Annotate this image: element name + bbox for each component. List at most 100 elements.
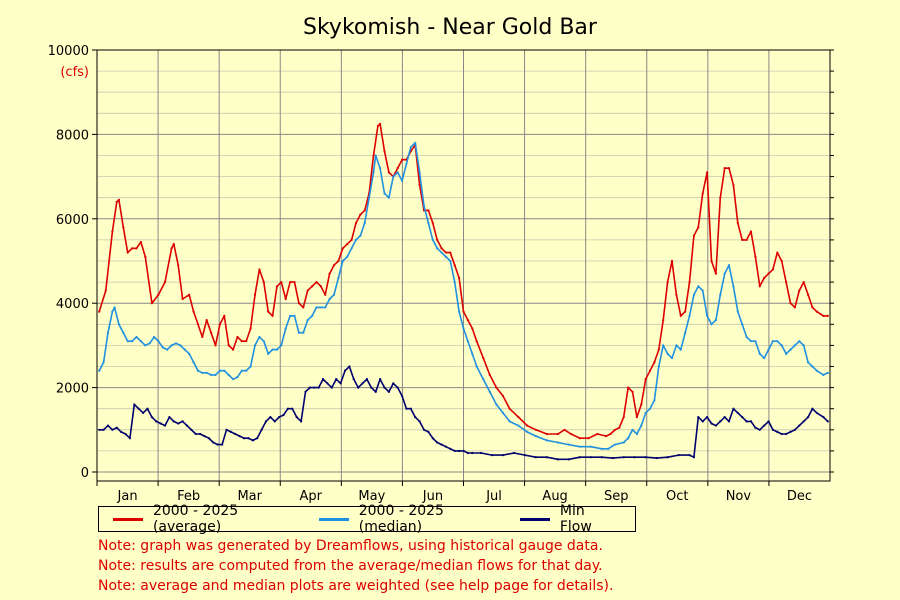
y-tick-label: 10000	[48, 44, 89, 59]
data-point	[679, 348, 682, 351]
data-point	[363, 209, 366, 212]
data-point	[117, 198, 121, 201]
data-point	[578, 437, 581, 440]
data-point	[622, 456, 625, 459]
data-point	[422, 205, 426, 208]
data-point	[242, 437, 246, 440]
data-point	[780, 344, 783, 347]
data-point	[278, 416, 281, 419]
data-point	[534, 428, 538, 431]
data-point	[758, 428, 761, 431]
data-point	[319, 285, 322, 288]
data-point	[335, 378, 338, 381]
data-point	[368, 196, 371, 199]
data-point	[701, 420, 704, 423]
data-point	[697, 226, 700, 229]
data-point	[684, 310, 687, 313]
data-point	[736, 310, 739, 313]
data-point	[359, 213, 362, 216]
data-point	[611, 456, 614, 460]
y-tick-label: 4000	[56, 297, 89, 312]
data-point	[383, 150, 386, 153]
data-point	[622, 441, 625, 444]
data-point	[719, 196, 722, 199]
data-point	[758, 285, 761, 288]
data-point	[205, 371, 208, 374]
data-point	[692, 456, 696, 459]
data-point	[387, 390, 390, 393]
data-point	[556, 441, 559, 444]
data-point	[526, 430, 529, 434]
data-point	[383, 192, 386, 195]
data-point	[414, 141, 417, 144]
x-tick-label: Dec	[787, 489, 812, 504]
notes: Note: graph was generated by Dreamflows,…	[98, 536, 613, 596]
data-point	[418, 420, 421, 423]
data-point	[655, 456, 658, 460]
data-point	[251, 439, 254, 442]
data-point	[231, 378, 235, 381]
data-point	[238, 435, 241, 438]
data-point	[754, 340, 757, 343]
data-point	[282, 413, 285, 417]
data-point	[201, 335, 204, 339]
data-point	[357, 386, 360, 389]
data-point	[458, 449, 461, 452]
x-tick-label: Jul	[485, 489, 502, 504]
data-point	[346, 255, 349, 258]
data-point	[475, 340, 478, 343]
data-point	[767, 420, 770, 423]
data-point	[267, 310, 270, 313]
data-point	[354, 238, 358, 241]
grid	[97, 49, 830, 481]
data-point	[374, 154, 377, 157]
data-point	[295, 416, 298, 419]
data-point	[414, 416, 417, 419]
data-point	[396, 167, 399, 170]
data-point	[289, 281, 292, 284]
data-point	[589, 456, 592, 459]
data-point	[297, 302, 301, 305]
data-point	[236, 335, 239, 339]
data-point	[172, 420, 175, 423]
data-point	[128, 437, 132, 440]
data-point	[339, 382, 342, 385]
data-point	[240, 369, 243, 372]
data-point	[754, 426, 757, 429]
data-point	[361, 382, 364, 385]
data-point	[179, 344, 182, 347]
data-point	[657, 348, 660, 351]
data-point	[741, 416, 744, 419]
data-point	[170, 344, 173, 347]
data-point	[710, 323, 713, 326]
data-point	[247, 437, 250, 440]
data-point	[732, 285, 735, 288]
data-point	[324, 306, 327, 309]
data-point	[822, 416, 825, 419]
data-point	[475, 365, 478, 368]
data-point	[802, 420, 805, 423]
data-point	[545, 432, 548, 436]
data-point	[348, 365, 351, 368]
data-point	[111, 428, 114, 431]
x-tick-label: Oct	[666, 489, 688, 504]
data-point	[449, 259, 452, 263]
y-tick-label: 6000	[56, 213, 89, 228]
data-point	[822, 314, 825, 317]
data-point	[776, 430, 779, 434]
data-point	[131, 247, 134, 250]
data-point	[811, 407, 814, 410]
data-point	[822, 373, 825, 377]
data-point	[605, 435, 608, 438]
data-point	[815, 411, 818, 415]
data-point	[126, 251, 129, 254]
data-point	[269, 416, 272, 419]
data-point	[372, 154, 375, 157]
data-point	[284, 297, 287, 301]
data-point	[387, 196, 390, 199]
data-point	[556, 432, 559, 436]
x-tick-label: Apr	[300, 489, 323, 504]
data-point	[258, 268, 261, 271]
data-point	[117, 323, 121, 326]
data-point	[115, 200, 118, 204]
